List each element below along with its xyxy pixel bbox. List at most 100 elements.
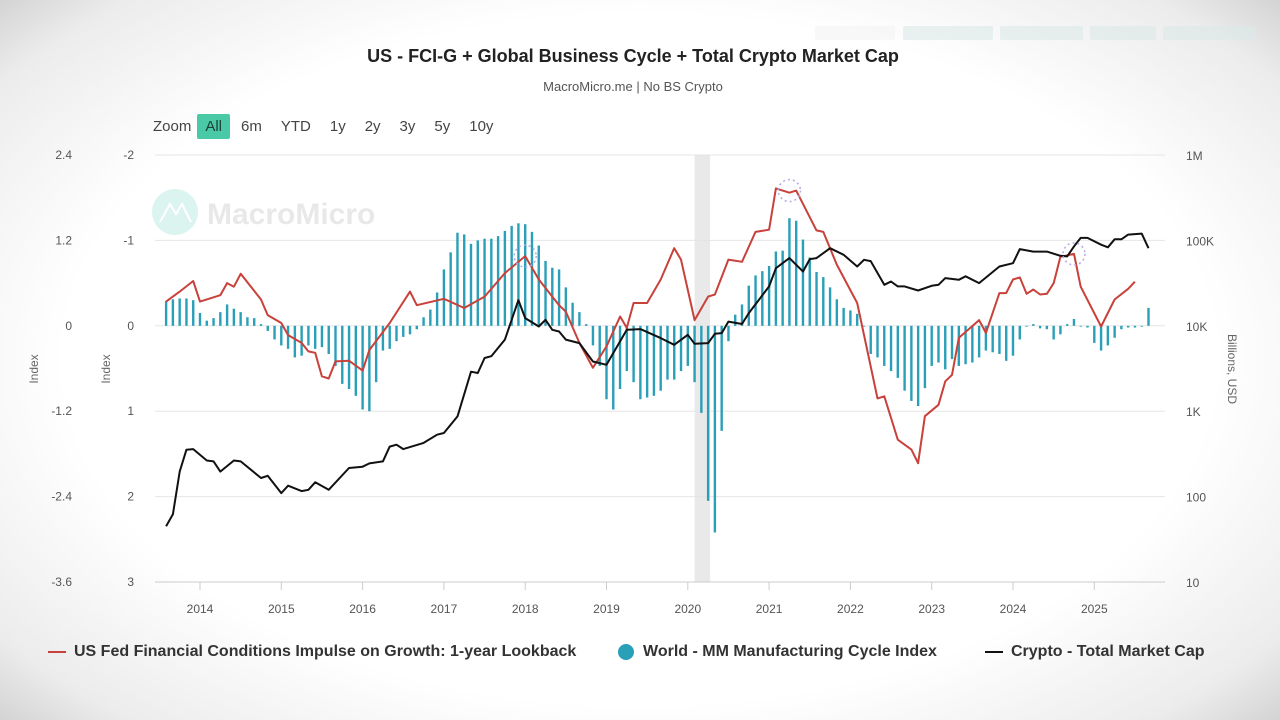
manufacturing-cycle-bar[interactable] (788, 218, 791, 326)
zoom-all-button[interactable]: All (197, 114, 231, 139)
manufacturing-cycle-bar[interactable] (564, 287, 568, 326)
manufacturing-cycle-bar[interactable] (862, 325, 866, 327)
manufacturing-cycle-bar[interactable] (463, 234, 466, 326)
manufacturing-cycle-bar[interactable] (889, 325, 893, 372)
manufacturing-cycle-bar[interactable] (591, 325, 595, 346)
manufacturing-cycle-bar[interactable] (876, 325, 879, 358)
manufacturing-cycle-bar[interactable] (686, 325, 689, 366)
manufacturing-cycle-bar[interactable] (341, 325, 344, 384)
manufacturing-cycle-bar[interactable] (225, 304, 229, 326)
zoom-5y-button[interactable]: 5y (434, 118, 451, 135)
manufacturing-cycle-bar[interactable] (476, 240, 479, 326)
manufacturing-cycle-bar[interactable] (625, 325, 629, 372)
manufacturing-cycle-bar[interactable] (774, 251, 778, 326)
manufacturing-cycle-bar[interactable] (429, 309, 432, 326)
manufacturing-cycle-bar[interactable] (178, 298, 181, 326)
legend-item-crypto-market-cap[interactable]: Crypto - Total Market Cap (985, 643, 1205, 661)
manufacturing-cycle-bar[interactable] (896, 325, 900, 378)
manufacturing-cycle-bar[interactable] (618, 325, 622, 389)
manufacturing-cycle-bar[interactable] (835, 299, 839, 326)
manufacturing-cycle-bar[interactable] (300, 325, 303, 356)
manufacturing-cycle-bar[interactable] (828, 287, 832, 326)
manufacturing-cycle-bar[interactable] (490, 238, 493, 326)
legend-item-fci-g[interactable]: US Fed Financial Conditions Impulse on G… (48, 643, 576, 661)
manufacturing-cycle-bar[interactable] (388, 325, 391, 349)
manufacturing-cycle-bar[interactable] (334, 325, 337, 366)
manufacturing-cycle-bar[interactable] (659, 325, 662, 391)
manufacturing-cycle-bar[interactable] (544, 260, 547, 326)
manufacturing-cycle-bar[interactable] (957, 325, 960, 366)
manufacturing-cycle-bar[interactable] (950, 325, 954, 360)
manufacturing-cycle-bar[interactable] (456, 232, 459, 326)
manufacturing-cycle-bar[interactable] (984, 325, 988, 351)
manufacturing-cycle-bar[interactable] (584, 324, 588, 326)
manufacturing-cycle-bar[interactable] (1079, 325, 1082, 327)
manufacturing-cycle-bar[interactable] (368, 325, 371, 412)
manufacturing-cycle-bar[interactable] (679, 325, 683, 372)
manufacturing-cycle-bar[interactable] (740, 304, 744, 326)
manufacturing-cycle-bar[interactable] (1133, 325, 1137, 328)
zoom-3y-button[interactable]: 3y (399, 118, 416, 135)
manufacturing-cycle-bar[interactable] (632, 325, 635, 383)
crypto-market-cap-line[interactable] (165, 232, 1150, 527)
manufacturing-cycle-bar[interactable] (693, 325, 696, 383)
manufacturing-cycle-bar[interactable] (598, 325, 601, 366)
manufacturing-cycle-bar[interactable] (578, 312, 581, 326)
manufacturing-cycle-bar[interactable] (1086, 325, 1089, 328)
manufacturing-cycle-bar[interactable] (706, 325, 710, 501)
manufacturing-cycle-bar[interactable] (869, 325, 872, 354)
manufacturing-cycle-bar[interactable] (232, 308, 236, 326)
manufacturing-cycle-bar[interactable] (422, 317, 425, 326)
manufacturing-cycle-bar[interactable] (1045, 325, 1049, 330)
manufacturing-cycle-bar[interactable] (205, 320, 208, 326)
manufacturing-cycle-bar[interactable] (1147, 307, 1150, 326)
manufacturing-cycle-bar[interactable] (219, 312, 222, 326)
toolbar-button[interactable] (1000, 26, 1083, 40)
manufacturing-cycle-bar[interactable] (937, 325, 940, 363)
manufacturing-cycle-bar[interactable] (673, 325, 676, 380)
manufacturing-cycle-bar[interactable] (1011, 325, 1015, 356)
manufacturing-cycle-bar[interactable] (164, 301, 168, 326)
fci-g-line[interactable] (165, 187, 1136, 465)
manufacturing-cycle-bar[interactable] (855, 313, 859, 326)
zoom-6m-button[interactable]: 6m (241, 118, 262, 135)
manufacturing-cycle-bar[interactable] (795, 220, 798, 326)
manufacturing-cycle-bar[interactable] (910, 325, 913, 401)
manufacturing-cycle-bar[interactable] (347, 325, 351, 389)
manufacturing-cycle-bar[interactable] (171, 299, 175, 326)
manufacturing-cycle-bar[interactable] (1005, 325, 1008, 361)
manufacturing-cycle-bar[interactable] (253, 318, 256, 326)
manufacturing-cycle-bar[interactable] (1106, 325, 1110, 346)
zoom-1y-button[interactable]: 1y (329, 118, 346, 135)
manufacturing-cycle-bar[interactable] (537, 245, 540, 326)
manufacturing-cycle-bar[interactable] (991, 325, 994, 353)
legend-item-manufacturing-cycle[interactable]: World - MM Manufacturing Cycle Index (618, 643, 937, 661)
toolbar-button[interactable] (1163, 26, 1256, 40)
manufacturing-cycle-bar[interactable] (944, 325, 947, 370)
manufacturing-cycle-bar[interactable] (1126, 325, 1130, 328)
manufacturing-cycle-bar[interactable] (1093, 325, 1096, 343)
manufacturing-cycle-bar[interactable] (1059, 325, 1062, 335)
manufacturing-cycle-bar[interactable] (903, 325, 906, 391)
manufacturing-cycle-bar[interactable] (469, 243, 473, 326)
manufacturing-cycle-bar[interactable] (395, 325, 398, 342)
manufacturing-cycle-bar[interactable] (524, 224, 527, 326)
manufacturing-cycle-bar[interactable] (435, 292, 439, 326)
manufacturing-cycle-bar[interactable] (849, 310, 852, 326)
manufacturing-cycle-bar[interactable] (381, 325, 385, 351)
manufacturing-cycle-bar[interactable] (246, 317, 249, 326)
zoom-2y-button[interactable]: 2y (364, 118, 381, 135)
toolbar-button[interactable] (1090, 26, 1156, 40)
manufacturing-cycle-bar[interactable] (1066, 324, 1069, 326)
manufacturing-cycle-bar[interactable] (645, 325, 649, 398)
manufacturing-cycle-bar[interactable] (1099, 325, 1103, 351)
manufacturing-cycle-bar[interactable] (192, 300, 195, 326)
manufacturing-cycle-bar[interactable] (1113, 325, 1116, 338)
manufacturing-cycle-bar[interactable] (1032, 324, 1035, 326)
manufacturing-cycle-bar[interactable] (307, 325, 310, 346)
manufacturing-cycle-bar[interactable] (916, 325, 920, 407)
zoom-10y-button[interactable]: 10y (469, 118, 494, 135)
manufacturing-cycle-bar[interactable] (998, 325, 1001, 354)
manufacturing-cycle-bar[interactable] (198, 312, 202, 326)
manufacturing-cycle-bar[interactable] (883, 325, 886, 366)
